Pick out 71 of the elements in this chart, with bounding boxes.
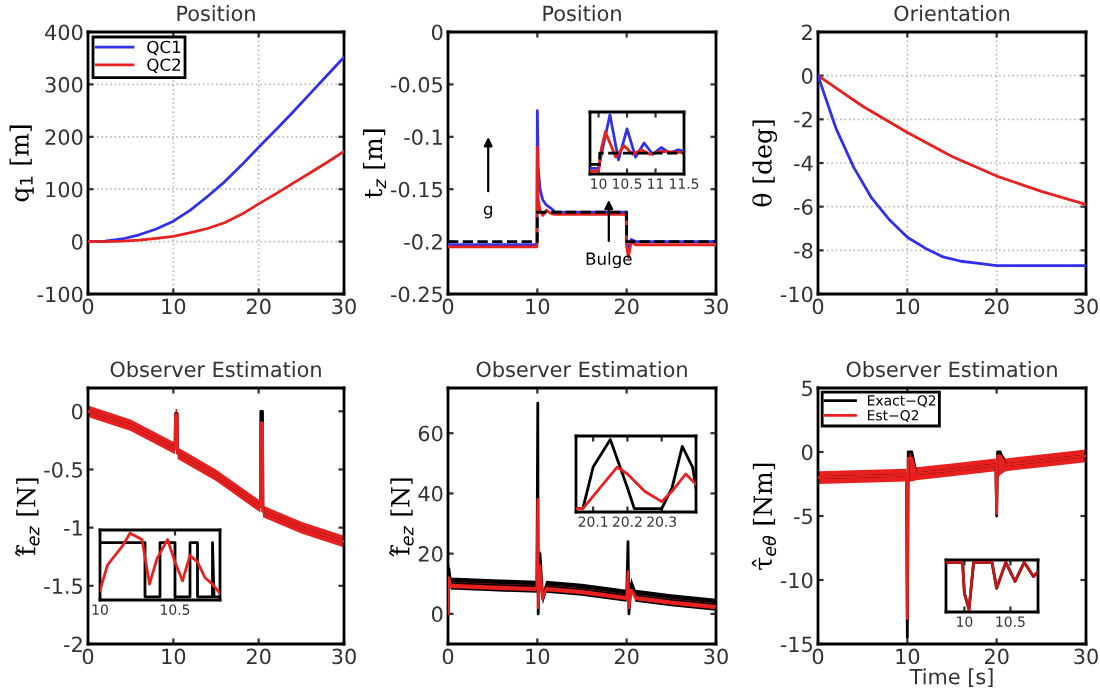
y-tick-label: -5 (794, 508, 813, 525)
y-tick-label: -15 (780, 636, 813, 653)
y-tick-label: 400 (45, 24, 83, 41)
y-tick-label: -4 (794, 155, 813, 171)
y-tick-label: 20 (418, 546, 443, 562)
chart-title: Observer Estimation (476, 361, 687, 378)
chart-title: Position (177, 5, 255, 22)
x-tick-label: 30 (1074, 648, 1098, 665)
y-tick-label: -100 (37, 286, 83, 303)
legend-label: QC2 (147, 58, 181, 73)
y-tick-label: 0 (71, 403, 83, 420)
y-tick-label: -8 (794, 242, 813, 259)
x-tick-label: 20 (984, 648, 1009, 665)
y-tick-label: -1 (64, 520, 82, 536)
y-tick-label: -0.15 (390, 181, 443, 198)
annotation: Bulge (586, 252, 632, 269)
chart-title: Orientation (894, 5, 1010, 22)
y-tick-label: 0 (801, 68, 813, 84)
y-tick-label: -0.25 (390, 286, 443, 303)
y-axis-title: t$_{z}$ [m] (362, 129, 387, 199)
y-tick-label: 0 (801, 444, 813, 461)
x-tick-label: 10 (526, 298, 550, 315)
x-tick-label: 30 (1074, 298, 1098, 315)
y-tick-label: -0.5 (44, 461, 83, 478)
x-tick-label: 0 (442, 648, 454, 665)
y-axis-title: τ̂$_{eθ}$ [Nm] (751, 463, 777, 570)
y-tick-label: -0.1 (404, 129, 442, 146)
y-tick-label: 100 (46, 181, 83, 198)
chart-title: Position (543, 5, 621, 22)
y-tick-label: 60 (418, 425, 443, 442)
y-tick-label: -6 (794, 199, 813, 215)
x-tick-label: 20 (246, 298, 271, 315)
y-tick-label: 2 (802, 24, 812, 40)
y-axis-title: f̂$_{ez}$ [N] (15, 478, 40, 557)
y-tick-label: 0 (431, 24, 443, 41)
y-tick-label: 0 (71, 234, 83, 250)
chart-title: Observer Estimation (846, 361, 1057, 378)
x-tick-label: 0 (82, 648, 94, 665)
y-tick-label: 200 (45, 129, 83, 146)
x-tick-label: 0 (442, 298, 454, 315)
y-tick-label: -0.05 (390, 76, 443, 93)
y-tick-label: -10 (780, 572, 813, 589)
y-axis-title: q$_{1}$ [m] (9, 125, 34, 202)
y-tick-label: 40 (418, 485, 443, 502)
x-tick-label: 10 (162, 648, 186, 665)
x-tick-label: 10 (896, 298, 920, 315)
annotation: g (483, 205, 492, 219)
x-tick-label: 20 (246, 648, 271, 665)
x-tick-label: 10 (162, 298, 186, 315)
chart-title: Observer Estimation (110, 361, 321, 378)
x-tick-label: 10 (526, 648, 550, 665)
y-tick-label: 300 (45, 76, 83, 93)
x-tick-label: 20 (614, 648, 639, 665)
x-tick-label: 30 (332, 298, 356, 315)
y-axis-title: θ [deg] (752, 120, 778, 207)
y-tick-label: -10 (780, 286, 813, 303)
legend-label: QC1 (147, 40, 181, 56)
y-tick-label: -2 (64, 636, 82, 652)
x-tick-label: 20 (984, 298, 1009, 315)
x-tick-label: 30 (704, 648, 728, 665)
y-tick-label: -0.2 (404, 234, 442, 250)
x-tick-label: 30 (704, 298, 728, 315)
x-tick-label: 10 (896, 648, 920, 665)
y-tick-label: -1.5 (44, 578, 83, 595)
x-axis-title: Time [s] (909, 668, 993, 687)
x-tick-label: 30 (332, 648, 356, 665)
y-tick-label: 5 (802, 380, 813, 397)
y-tick-label: -2 (794, 111, 812, 128)
y-axis-title: f̂$_{ez}$ [N] (389, 478, 414, 557)
x-tick-label: 0 (82, 298, 94, 315)
x-tick-label: 20 (614, 298, 639, 315)
